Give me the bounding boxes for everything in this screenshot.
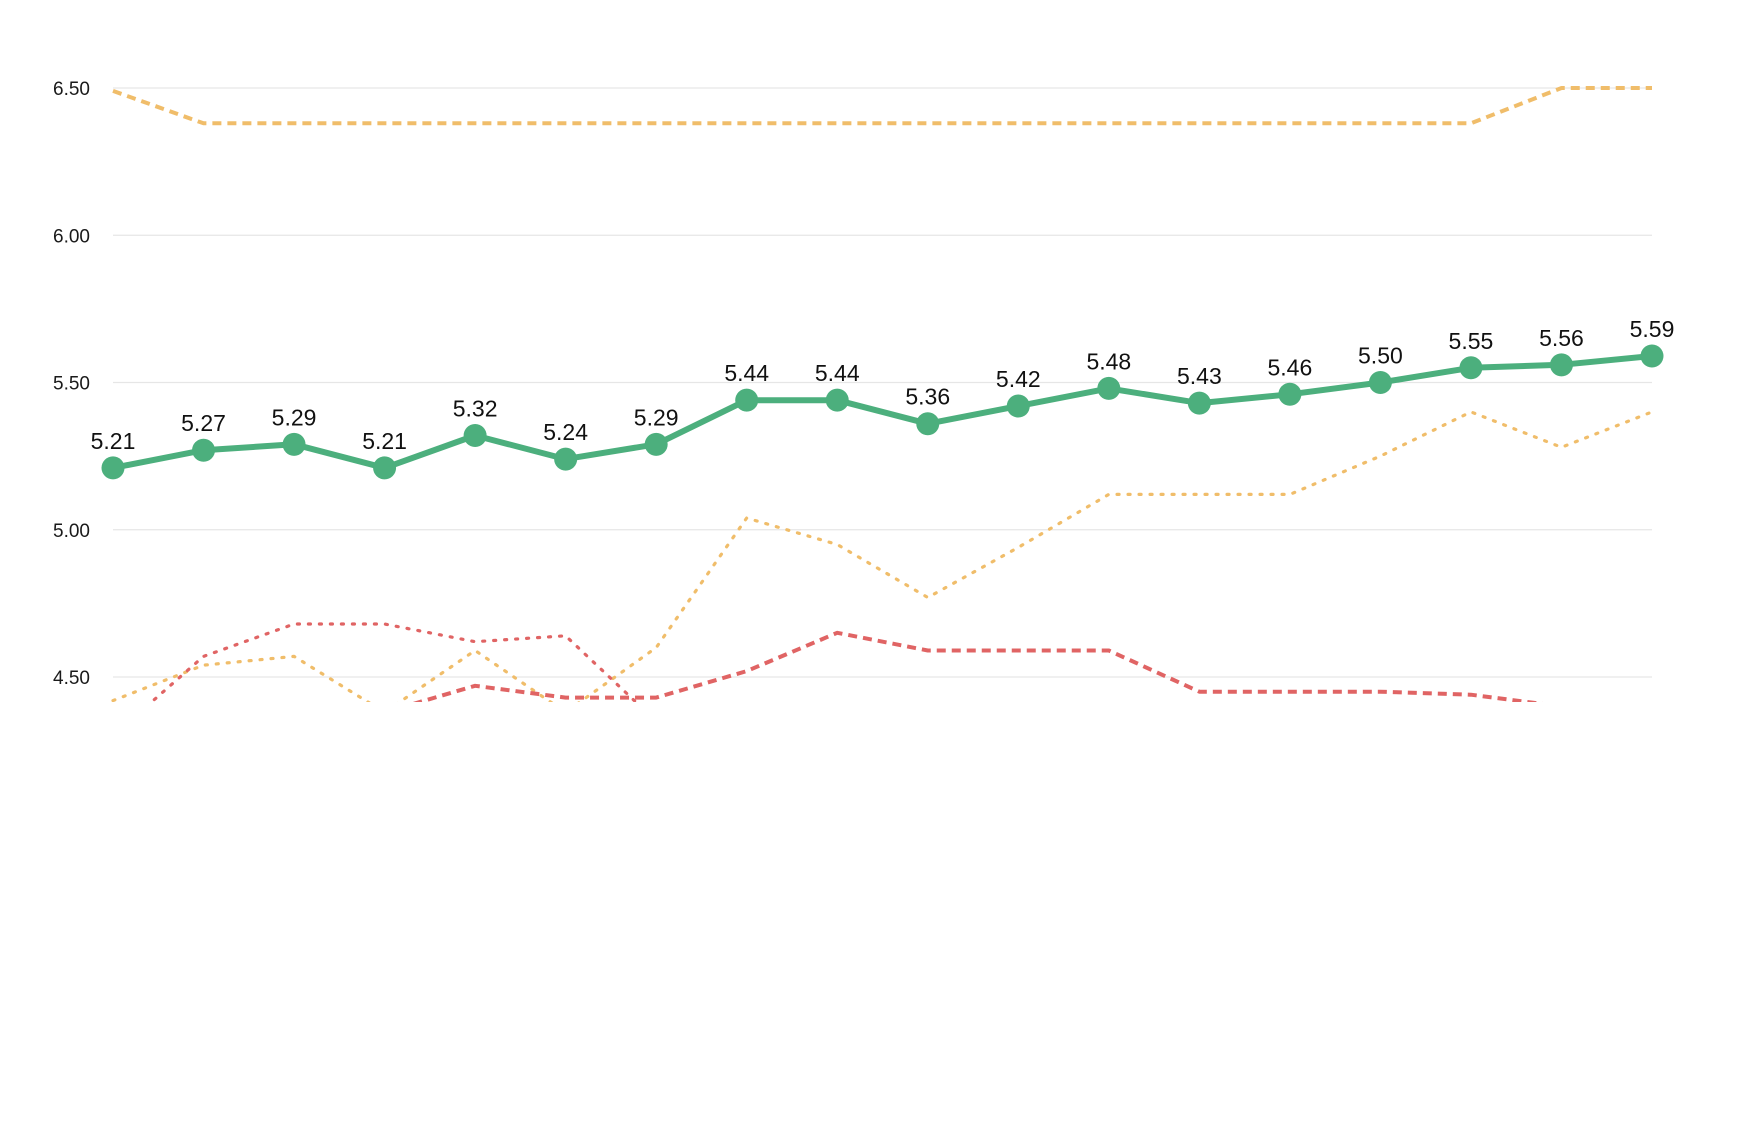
- series-line-0-solid-markers: [110, 353, 1655, 471]
- data-label: 5.59: [1630, 316, 1675, 342]
- y-tick-label: 5.00: [53, 521, 90, 542]
- data-label: 5.46: [1267, 354, 1312, 380]
- data-point[interactable]: [1640, 344, 1664, 368]
- data-label: 5.42: [996, 366, 1041, 392]
- data-label: 5.55: [1449, 328, 1494, 354]
- series-line-3-dotted: [149, 622, 639, 702]
- data-label: 5.29: [634, 404, 679, 430]
- data-point[interactable]: [1549, 353, 1573, 377]
- data-label: 5.44: [724, 360, 769, 386]
- series-line-4-dashed: [412, 630, 1544, 702]
- y-axis-tick-labels: 6.50 6.00 5.50 5.00 4.50: [53, 79, 90, 689]
- data-point-markers: [101, 344, 1664, 480]
- data-label: 5.21: [362, 428, 407, 454]
- data-label: 5.21: [91, 428, 136, 454]
- data-point[interactable]: [644, 432, 668, 456]
- data-label: 5.44: [815, 360, 860, 386]
- series-lines: [110, 86, 1655, 702]
- data-point[interactable]: [1097, 376, 1121, 400]
- y-tick-label: 5.50: [53, 374, 90, 395]
- data-label: 5.48: [1086, 348, 1131, 374]
- data-label: 5.43: [1177, 363, 1222, 389]
- data-point[interactable]: [1368, 371, 1392, 394]
- y-tick-label: 6.00: [53, 226, 90, 247]
- data-point[interactable]: [463, 424, 487, 448]
- data-labels: 5.21 5.27 5.29 5.21 5.32 5.24 5.29 5.44 5.44 5.36…: [91, 316, 1675, 454]
- data-point[interactable]: [373, 456, 397, 480]
- data-point[interactable]: [735, 388, 759, 412]
- series-line-1-dashed: [112, 86, 1652, 126]
- data-label: 5.24: [543, 419, 588, 445]
- data-point[interactable]: [192, 438, 216, 462]
- gridlines: [113, 87, 1652, 678]
- data-label: 5.56: [1539, 325, 1584, 351]
- data-point[interactable]: [554, 447, 578, 471]
- data-point[interactable]: [1459, 356, 1483, 380]
- data-point[interactable]: [1278, 382, 1302, 406]
- data-point[interactable]: [1187, 391, 1211, 415]
- data-label: 5.27: [181, 410, 226, 436]
- y-tick-label: 4.50: [53, 668, 90, 689]
- data-point[interactable]: [916, 412, 940, 436]
- data-point[interactable]: [282, 432, 306, 456]
- data-label: 5.29: [272, 404, 317, 430]
- y-tick-label: 6.50: [53, 79, 90, 100]
- data-label: 5.50: [1358, 343, 1403, 369]
- series-line-2-dotted: [111, 410, 1654, 702]
- data-point[interactable]: [101, 456, 125, 480]
- data-point[interactable]: [825, 388, 849, 412]
- data-label: 5.36: [905, 384, 950, 410]
- data-label: 5.32: [453, 396, 498, 422]
- data-point[interactable]: [1006, 394, 1030, 418]
